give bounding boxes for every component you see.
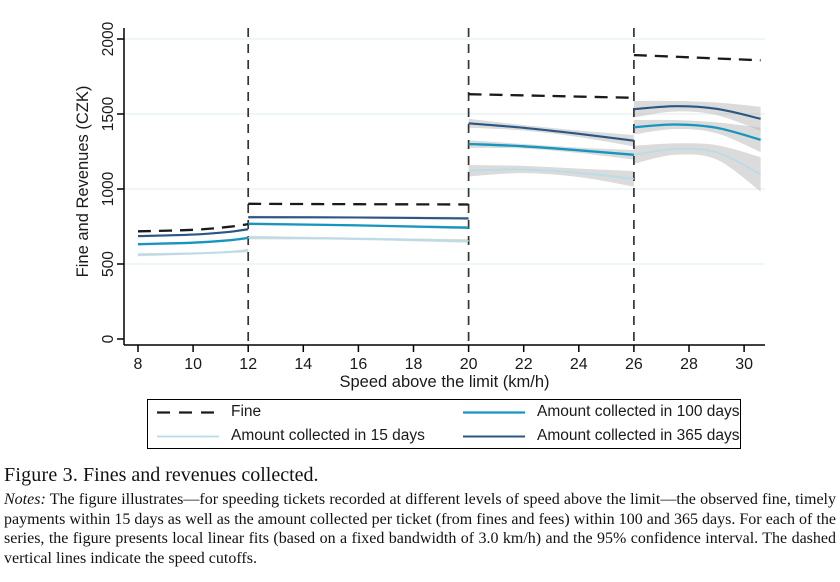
svg-text:14: 14	[294, 356, 312, 373]
x-axis-title: Speed above the limit (km/h)	[339, 373, 549, 391]
legend-item-fine: Fine	[148, 402, 454, 423]
notes-text: The figure illustrates—for speeding tick…	[4, 491, 836, 567]
svg-text:18: 18	[405, 356, 423, 373]
collected-365-days-line-swatch	[463, 434, 525, 439]
figure-title: Fines and revenues collected.	[83, 464, 319, 486]
svg-text:0: 0	[100, 334, 117, 343]
legend-item-365-days: Amount collected in 365 days	[454, 426, 740, 447]
y-axis-title: Fine and Revenues (CZK)	[74, 86, 92, 278]
svg-text:16: 16	[350, 356, 368, 373]
svg-text:20: 20	[460, 356, 478, 373]
notes-label: Notes:	[4, 491, 46, 508]
legend-label: Fine	[231, 403, 262, 420]
svg-text:2000: 2000	[100, 21, 117, 56]
svg-text:24: 24	[570, 356, 588, 373]
collected-100-days-line-swatch	[463, 410, 525, 415]
svg-text:26: 26	[625, 356, 643, 373]
line-chart: 0 500 1000 1500 2000 8 10 12 14 16 18 20 22 24 26 28 30 S…	[74, 21, 765, 391]
svg-text:1000: 1000	[100, 171, 117, 206]
legend-label: Amount collected in 15 days	[231, 427, 425, 444]
fine-line-swatch	[157, 410, 219, 415]
figure-number: Figure 3.	[4, 464, 79, 486]
svg-text:22: 22	[515, 356, 533, 373]
svg-text:28: 28	[680, 356, 698, 373]
legend-item-100-days: Amount collected in 100 days	[454, 402, 740, 423]
svg-text:1500: 1500	[100, 96, 117, 131]
figure-caption: Figure 3. Fines and revenues collected.	[4, 464, 834, 487]
legend-label: Amount collected in 365 days	[537, 427, 740, 444]
svg-text:8: 8	[134, 356, 143, 373]
legend-item-15-days: Amount collected in 15 days	[148, 426, 454, 447]
svg-text:500: 500	[100, 251, 117, 277]
chart-legend: Fine Amount collected in 100 days Amount…	[147, 399, 741, 449]
legend-label: Amount collected in 100 days	[537, 403, 740, 420]
svg-text:10: 10	[184, 356, 202, 373]
svg-text:30: 30	[735, 356, 753, 373]
figure-notes: Notes: The figure illustrates—for speedi…	[4, 490, 836, 568]
svg-text:12: 12	[239, 356, 257, 373]
collected-15-days-line-swatch	[157, 434, 219, 439]
